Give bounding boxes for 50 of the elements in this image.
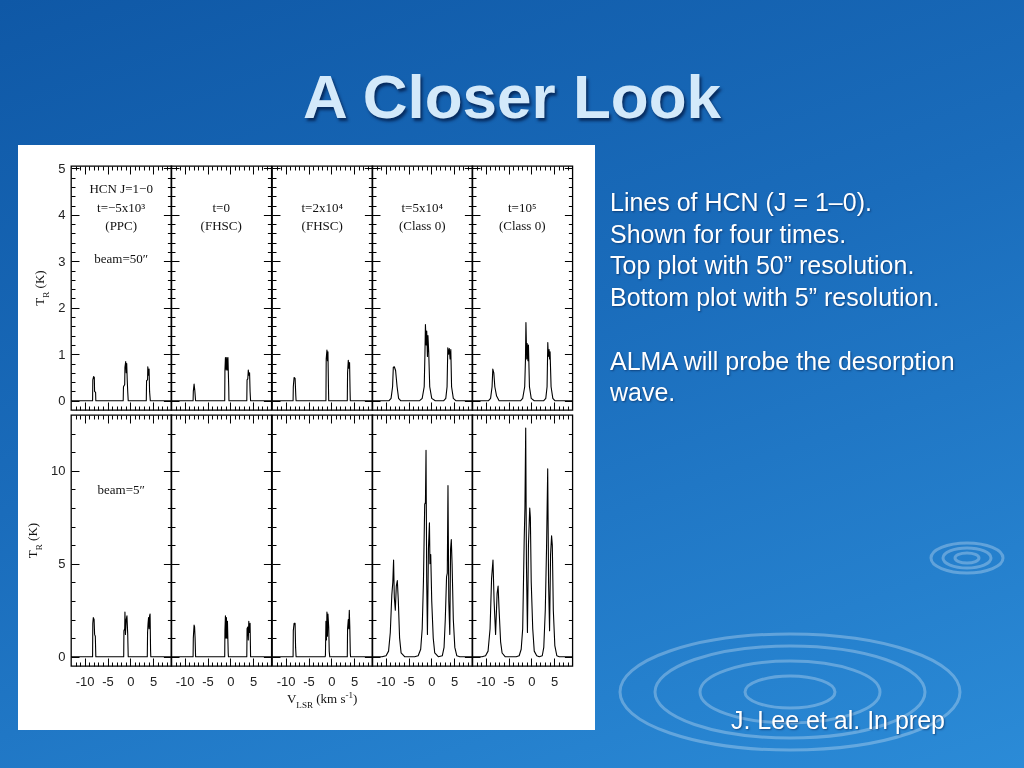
x-tick-label: 0	[327, 674, 335, 690]
y-tick-label: 2	[57, 300, 66, 316]
x-tick-label: -10	[175, 674, 195, 690]
annotation: beam=5″	[97, 482, 145, 497]
x-tick-label: 5	[149, 674, 157, 690]
annotation: t=2x10⁴	[300, 200, 343, 215]
y-tick-label: 5	[57, 160, 66, 176]
y-tick-label: 10	[50, 463, 66, 479]
x-tick-label: 0	[528, 674, 536, 690]
annotation: t=0	[212, 200, 231, 215]
annotation: (Class 0)	[398, 218, 446, 233]
x-tick-label: -5	[202, 674, 214, 690]
annotation: HCN J=1−0	[89, 181, 153, 196]
x-tick-label: -5	[403, 674, 415, 690]
x-tick-label: 5	[350, 674, 358, 690]
y-tick-label: 5	[57, 556, 66, 572]
annotation: (FHSC)	[301, 218, 343, 233]
x-tick-label: 5	[450, 674, 459, 690]
annotation: (Class 0)	[499, 218, 546, 233]
x-tick-label: -10	[376, 674, 396, 690]
text: Bottom plot with 5” resolution.	[610, 282, 941, 314]
text: A Closer Look	[303, 62, 721, 131]
x-tick-label: 5	[250, 674, 258, 690]
x-tick-label: 5	[551, 674, 559, 690]
x-tick-label: -5	[101, 674, 114, 690]
x-tick-label: -10	[276, 674, 296, 690]
annotation: t=5x10⁴	[401, 200, 444, 215]
x-tick-label: -10	[477, 674, 496, 690]
text: Lines of HCN (J = 1–0).	[610, 187, 873, 218]
x-tick-label: -5	[302, 674, 315, 690]
y-tick-label: 3	[57, 253, 66, 269]
x-axis-title: V$_{LSR}$ (km s$^{-1}$)	[286, 689, 357, 710]
y-tick-label: 0	[57, 649, 66, 665]
text: Shown for four times.	[610, 218, 848, 250]
x-tick-label: -10	[75, 674, 95, 690]
y-tick-label: 0	[57, 393, 66, 409]
annotation: t=−5x10³	[96, 200, 146, 215]
x-tick-label: 0	[227, 674, 235, 690]
annotation: beam=50″	[93, 251, 148, 266]
text: ALMA will probe the desorption wave.	[610, 345, 956, 409]
x-tick-label: 0	[126, 674, 135, 690]
annotation: (PPC)	[104, 218, 137, 233]
annotation: t=10⁵	[508, 200, 537, 215]
text: J. Lee et al. In prep	[730, 705, 945, 735]
x-tick-label: 0	[428, 674, 436, 690]
text: Top plot with 50” resolution.	[610, 250, 916, 282]
x-tick-label: -5	[503, 674, 516, 690]
y-tick-label: 4	[57, 207, 66, 223]
y-tick-label: 1	[57, 346, 66, 362]
annotation: (FHSC)	[200, 218, 242, 233]
